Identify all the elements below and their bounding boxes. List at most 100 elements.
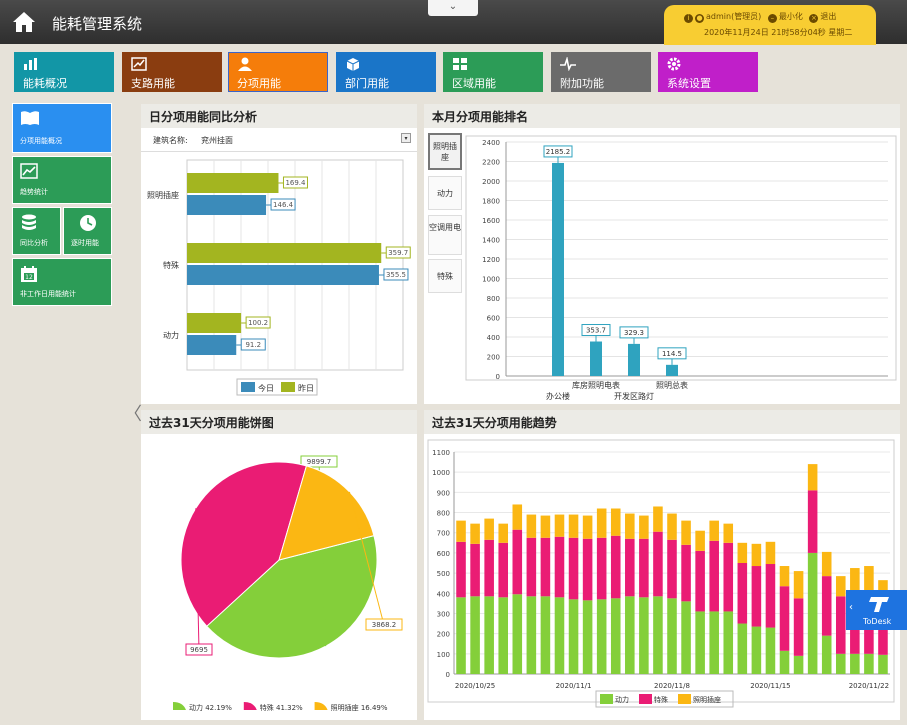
sidebar-item-nonworkday[interactable]: 12 非工作日用能统计 <box>12 258 112 306</box>
bar-segment <box>512 504 523 530</box>
sidebar-item-hourly[interactable]: 逐时用能 <box>63 207 112 255</box>
bar-segment <box>709 520 719 541</box>
bar-segment <box>639 597 649 674</box>
chevron-left-icon[interactable]: ‹ <box>849 602 853 613</box>
sidebar-item-trend[interactable]: 趋势统计 <box>12 156 112 204</box>
y-tick-label: 0 <box>446 671 450 679</box>
data-label-box <box>270 198 296 211</box>
x-tick-label: 办公楼 <box>546 391 570 401</box>
bar-segment <box>526 596 537 674</box>
todesk-label: ToDesk <box>863 617 892 626</box>
data-label: 353.7 <box>586 327 606 335</box>
data-label: 329.3 <box>624 329 644 337</box>
sidebar-item-compare[interactable]: 同比分析 <box>12 207 61 255</box>
x-tick-label: 照明总表 <box>656 380 688 390</box>
bar-segment <box>793 655 804 674</box>
dropdown-arrow-icon[interactable]: ▾ <box>401 133 411 143</box>
info-icon[interactable]: i <box>684 14 693 23</box>
panel-title: 日分项用能同比分析 <box>141 104 417 128</box>
bar-segment <box>610 535 621 599</box>
data-label-box <box>543 145 573 158</box>
x-tick-label: 2020/11/15 <box>750 682 790 690</box>
category-button[interactable]: 动力 <box>428 176 462 210</box>
bar-segment <box>582 515 593 539</box>
data-label-box <box>185 643 213 656</box>
bar-segment <box>681 544 691 602</box>
trend-stacked-chart: 0 100 200 300 400 500 600 700 800 900 1000 1100 2020… <box>427 439 895 708</box>
bar-segment <box>498 523 509 543</box>
todesk-widget[interactable]: ‹ ToDesk <box>846 590 907 630</box>
home-icon[interactable] <box>12 11 36 33</box>
trend-icon <box>20 163 38 179</box>
nav-department[interactable]: 部门用能 <box>336 52 436 92</box>
bar-segment <box>625 596 635 674</box>
data-label-box <box>383 268 409 281</box>
nav-region[interactable]: 区域用能 <box>443 52 543 92</box>
data-label-box <box>282 176 308 189</box>
category-button[interactable]: 特殊 <box>428 259 462 293</box>
nav-extra[interactable]: 附加功能 <box>551 52 651 92</box>
bar-segment <box>751 543 762 567</box>
bar <box>187 313 242 333</box>
minimize-button[interactable]: 最小化 <box>778 12 803 21</box>
logout-button[interactable]: 退出 <box>820 12 837 21</box>
data-label-leader <box>195 508 200 651</box>
logout-icon[interactable]: × <box>809 14 819 23</box>
bar-segment <box>484 518 494 540</box>
bar-segment <box>625 538 635 597</box>
bar-segment <box>709 611 719 674</box>
bar-segment <box>498 542 509 598</box>
bar-segment <box>667 539 677 599</box>
sidebar-label: 趋势统计 <box>20 188 48 196</box>
legend-swatch <box>678 694 691 704</box>
y-tick-label: 400 <box>487 334 500 342</box>
nav-settings[interactable]: 系统设置 <box>658 52 758 92</box>
y-tick-label: 1400 <box>482 237 500 245</box>
bar-segment <box>653 596 663 674</box>
minimize-icon[interactable]: – <box>767 14 777 23</box>
bar <box>552 162 564 376</box>
y-tick-label: 800 <box>437 510 450 518</box>
bar-segment <box>470 523 480 544</box>
bar-segment <box>751 626 762 674</box>
legend-swatch <box>173 702 186 710</box>
collapse-sidebar-icon[interactable]: 〈 <box>124 404 142 425</box>
nav-label: 支路用能 <box>131 77 175 90</box>
bar <box>187 265 379 285</box>
nav-branch[interactable]: 支路用能 <box>122 52 222 92</box>
bar-segment <box>456 541 466 598</box>
bar-segment <box>723 611 734 674</box>
bar-segment <box>610 598 621 674</box>
bar-segment <box>793 598 804 656</box>
chevron-down-icon[interactable]: ⌄ <box>428 0 478 16</box>
todesk-logo-icon <box>869 597 889 612</box>
bar-segment <box>512 529 523 595</box>
category-button[interactable]: 照明插座 <box>428 133 462 170</box>
bar-segment <box>864 566 874 592</box>
legend-label: 照明插座 <box>693 695 721 704</box>
nav-label: 系统设置 <box>667 77 711 90</box>
data-label: 169.4 <box>285 179 306 187</box>
data-label: 146.4 <box>273 201 294 209</box>
building-select[interactable]: 兖州挂面 <box>201 136 233 145</box>
grid-icon <box>453 58 467 70</box>
nav-overview[interactable]: 能耗概况 <box>14 52 114 92</box>
bar <box>187 243 382 263</box>
bar-segment <box>484 596 494 674</box>
bar-segment <box>667 513 677 540</box>
chart-icon <box>24 58 37 70</box>
bar-segment <box>512 594 523 674</box>
bar-segment <box>807 464 818 491</box>
panel-daily-compare: 日分项用能同比分析 建筑名称: 兖州挂面 ▾ 照明插座 169.4 146.4 特殊 3… <box>141 104 417 404</box>
category-button[interactable]: 空调用电 <box>428 215 462 255</box>
bar-segment <box>526 514 537 538</box>
bar-segment <box>540 537 551 597</box>
x-tick-label: 库房照明电表 <box>572 380 620 390</box>
nav-itemized[interactable]: 分项用能 <box>228 52 328 92</box>
bar-segment <box>807 490 818 553</box>
bar-segment <box>596 508 607 538</box>
bar-segment <box>835 596 846 654</box>
y-tick-label: 900 <box>437 489 450 497</box>
ranking-bar-chart: 0 200 400 600 800 1000 1200 1400 1600 1800 2000 220… <box>465 135 897 401</box>
sidebar-item-overview[interactable]: 分项用能概况 <box>12 103 112 153</box>
